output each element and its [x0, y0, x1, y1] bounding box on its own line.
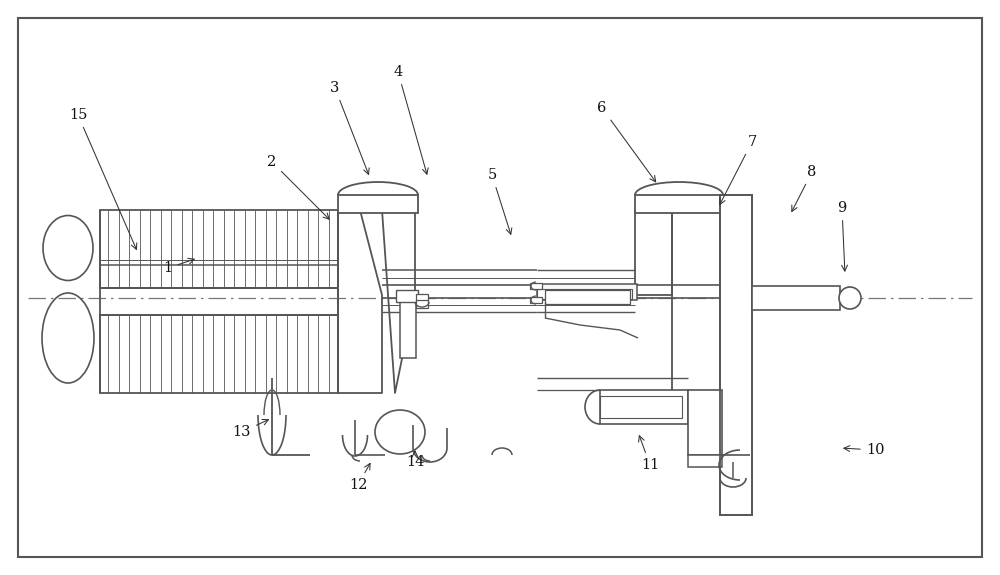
- Polygon shape: [672, 210, 720, 393]
- Polygon shape: [338, 210, 382, 393]
- Bar: [752, 286, 840, 310]
- Bar: [537, 289, 632, 299]
- Text: 14: 14: [406, 451, 424, 469]
- Text: 11: 11: [639, 436, 659, 472]
- Text: 15: 15: [69, 108, 137, 250]
- Polygon shape: [382, 210, 415, 393]
- Text: 13: 13: [233, 420, 268, 439]
- Bar: [530, 297, 542, 303]
- Bar: [416, 294, 428, 302]
- Bar: [396, 290, 418, 302]
- Text: 9: 9: [837, 201, 847, 271]
- Text: 3: 3: [330, 81, 369, 174]
- Text: 7: 7: [720, 135, 757, 205]
- Text: 2: 2: [267, 155, 329, 219]
- Bar: [537, 284, 637, 300]
- Bar: [600, 396, 682, 418]
- Bar: [100, 210, 338, 288]
- Polygon shape: [635, 210, 672, 295]
- Text: 5: 5: [487, 168, 512, 234]
- Bar: [100, 315, 338, 393]
- Circle shape: [839, 287, 861, 309]
- Bar: [688, 390, 722, 455]
- Bar: [545, 290, 630, 304]
- Text: 4: 4: [393, 65, 428, 174]
- Text: 8: 8: [792, 165, 817, 212]
- Text: 1: 1: [163, 258, 194, 275]
- Bar: [720, 195, 752, 515]
- Text: 12: 12: [349, 463, 370, 492]
- Text: 10: 10: [844, 443, 884, 457]
- Bar: [635, 195, 723, 213]
- Bar: [600, 390, 688, 424]
- Bar: [416, 300, 428, 308]
- Text: 6: 6: [597, 101, 656, 182]
- Bar: [400, 298, 416, 358]
- Bar: [688, 455, 722, 467]
- Bar: [530, 283, 542, 289]
- Bar: [338, 195, 418, 213]
